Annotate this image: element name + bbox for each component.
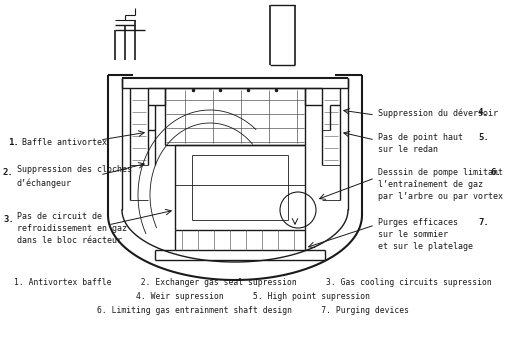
Text: 4. Weir supression      5. High point supression: 4. Weir supression 5. High point supress…	[136, 292, 369, 301]
Text: Desssin de pompe limitant: Desssin de pompe limitant	[377, 168, 502, 177]
Text: 5.: 5.	[477, 133, 488, 142]
Text: refroidissement en gaz: refroidissement en gaz	[17, 224, 127, 233]
Text: Pas de circuit de: Pas de circuit de	[17, 212, 102, 221]
Text: dans le bloc réacteur: dans le bloc réacteur	[17, 236, 122, 245]
Text: et sur le platelage: et sur le platelage	[377, 242, 472, 251]
Text: 1. Antivortex baffle      2. Exchanger gas seal supression      3. Gas cooling c: 1. Antivortex baffle 2. Exchanger gas se…	[14, 278, 491, 287]
Text: 1.: 1.	[8, 138, 19, 147]
Text: 7.: 7.	[477, 218, 488, 227]
Text: 6.: 6.	[489, 168, 500, 177]
Text: d’échangeur: d’échangeur	[17, 178, 72, 187]
Text: sur le sommier: sur le sommier	[377, 230, 447, 239]
Text: 3.: 3.	[3, 215, 14, 224]
Text: Pas de point haut: Pas de point haut	[377, 133, 462, 142]
Text: 6. Limiting gas entrainment shaft design      7. Purging devices: 6. Limiting gas entrainment shaft design…	[97, 306, 408, 315]
Text: 2.: 2.	[3, 168, 14, 177]
Text: par l’arbre ou par vortex: par l’arbre ou par vortex	[377, 192, 502, 201]
Text: Baffle antivortex: Baffle antivortex	[22, 138, 107, 147]
Text: sur le redan: sur le redan	[377, 145, 437, 154]
Text: Suppression des cloches: Suppression des cloches	[17, 165, 132, 174]
Text: l’entraînement de gaz: l’entraînement de gaz	[377, 180, 482, 189]
Text: Purges efficaces: Purges efficaces	[377, 218, 457, 227]
Text: 4.: 4.	[477, 108, 488, 117]
Text: Suppression du déversoir: Suppression du déversoir	[377, 108, 497, 118]
